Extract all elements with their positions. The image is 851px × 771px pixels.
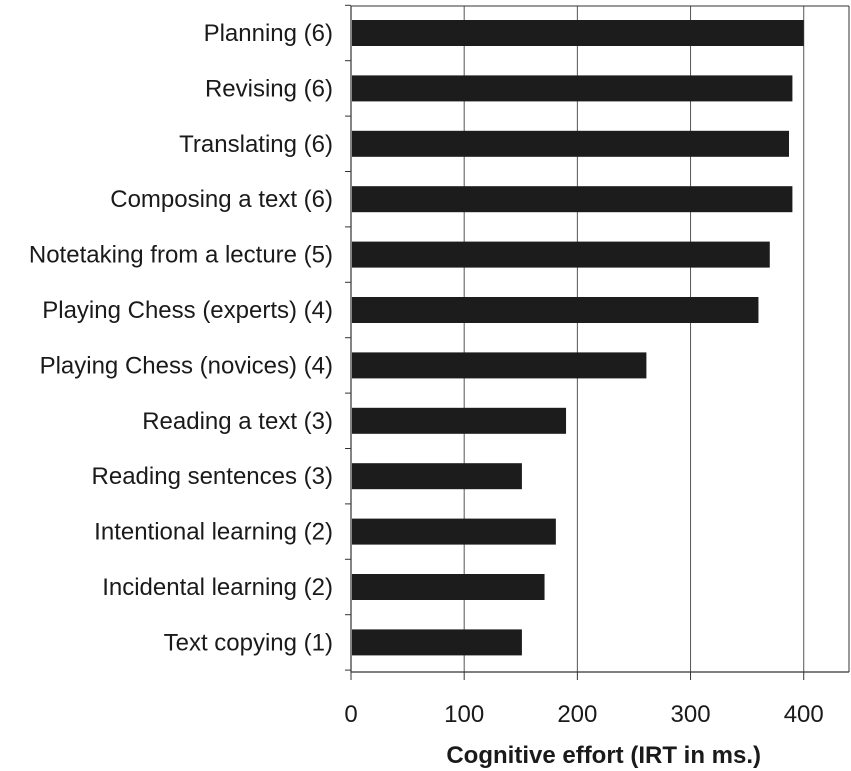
bars: [352, 20, 804, 656]
bar: [352, 518, 556, 545]
category-label: Playing Chess (novices) (4): [40, 352, 333, 379]
bar: [352, 130, 790, 157]
bar: [352, 75, 793, 102]
category-label: Incidental learning (2): [102, 574, 333, 601]
bar: [352, 629, 522, 656]
category-label: Text copying (1): [164, 629, 333, 656]
category-label: Notetaking from a lecture (5): [29, 242, 333, 269]
axes: [345, 4, 850, 680]
x-tick-label: 0: [344, 701, 357, 728]
category-label: Intentional learning (2): [94, 519, 333, 546]
category-label: Playing Chess (experts) (4): [42, 297, 333, 324]
bar: [352, 463, 522, 490]
category-label: Translating (6): [179, 131, 333, 158]
bar: [352, 241, 770, 268]
x-tick-labels: 0 100 200 300 400: [344, 701, 823, 728]
category-label: Composing a text (6): [110, 186, 333, 213]
bar: [352, 20, 804, 46]
bar: [352, 297, 759, 323]
category-label: Reading a text (3): [142, 408, 333, 435]
category-label: Planning (6): [204, 20, 333, 47]
x-tick-label: 400: [784, 701, 824, 728]
bar: [352, 407, 567, 434]
x-tick-label: 300: [671, 701, 711, 728]
category-label: Revising (6): [205, 75, 333, 102]
x-tick-label: 200: [557, 701, 597, 728]
x-tick-label: 100: [444, 701, 484, 728]
category-labels: Planning (6) Revising (6) Translating (6) C…: [29, 20, 333, 656]
bar: [352, 352, 647, 379]
x-axis-title: Cognitive effort (IRT in ms.): [446, 742, 761, 769]
grid-lines: [463, 6, 805, 672]
category-label: Reading sentences (3): [92, 463, 333, 490]
bar: [352, 574, 545, 600]
bar: [352, 186, 793, 213]
